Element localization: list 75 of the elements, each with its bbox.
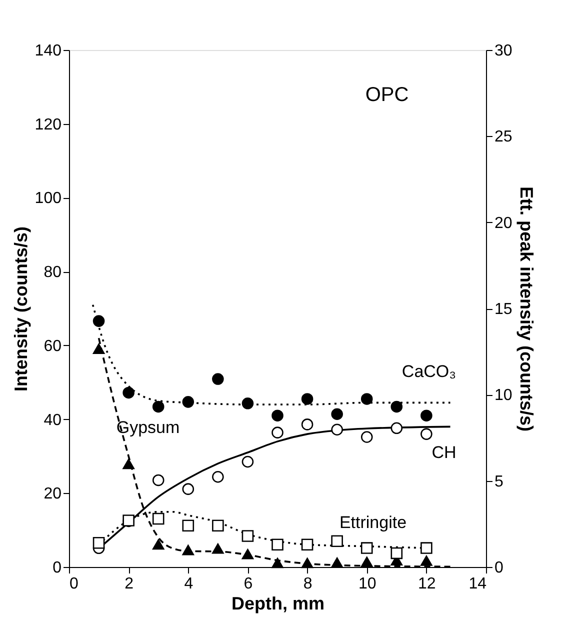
y-tick-label: 120 [34,116,62,134]
x-tick-label: 14 [468,576,487,592]
y2-tick-label: 5 [494,473,504,490]
x-tick-label: 0 [70,576,78,592]
annotation: CaCO₃ [402,362,456,381]
point [420,428,432,440]
point [420,410,432,422]
point [360,542,373,554]
point [360,393,373,405]
point [152,539,164,550]
point [360,556,373,568]
y2-tick-label: 15 [494,301,512,318]
y-tick-label: 140 [34,42,62,60]
point [272,410,284,422]
y-tick-label: 20 [44,486,62,503]
point [331,557,343,568]
point [301,558,314,568]
y2-tick-label: 20 [494,214,512,232]
point [242,530,254,542]
point [122,458,134,470]
y-tick-label: 0 [52,560,62,576]
point [272,538,284,550]
point [272,426,284,438]
point [152,474,164,486]
annotation: CH [432,443,456,462]
y2-tick-label: 30 [494,42,512,60]
x-tick-label: 4 [184,576,194,592]
x-tick-label: 8 [303,576,312,592]
point [122,386,134,399]
point [331,408,343,420]
point [331,535,343,548]
point [390,422,403,434]
point [152,400,164,413]
point [182,396,194,408]
x-axis-title: Depth, mm [231,594,325,614]
point [242,456,254,468]
point [420,556,432,566]
point [92,536,105,549]
y2-tick-label: 10 [494,387,512,404]
point [92,344,105,354]
y-tick-label: 40 [44,412,62,429]
point [212,520,224,532]
point [390,547,403,560]
point [331,424,343,436]
point [212,471,224,483]
point [92,315,105,327]
point [242,548,254,560]
y2-tick-label: 25 [494,128,512,146]
point [212,543,224,554]
y-tick-label: 60 [44,338,62,355]
y-tick-label: 80 [44,264,62,282]
point [182,483,194,495]
point [212,373,224,385]
annotation: Ettringite [339,513,407,532]
point [182,544,194,556]
point [182,520,194,532]
point [420,542,432,554]
point [301,418,314,430]
point [272,558,284,568]
x-tick-label: 10 [358,576,376,592]
y-tick-label: 100 [34,190,62,208]
x-tick-label: 2 [124,576,134,592]
annotation: Gypsum [116,418,180,437]
point [390,400,403,413]
y2-axis-title: Ett. peak intensity (counts/s) [516,186,536,432]
annotation: OPC [365,84,409,106]
y-axis-title: Intensity (counts/s) [10,226,31,392]
point [301,393,314,405]
point [152,512,164,525]
x-tick-label: 6 [244,576,253,592]
y2-tick-label: 0 [494,560,504,576]
x-tick-label: 12 [418,576,436,592]
point [360,431,373,443]
point [301,538,314,550]
point [242,398,254,410]
